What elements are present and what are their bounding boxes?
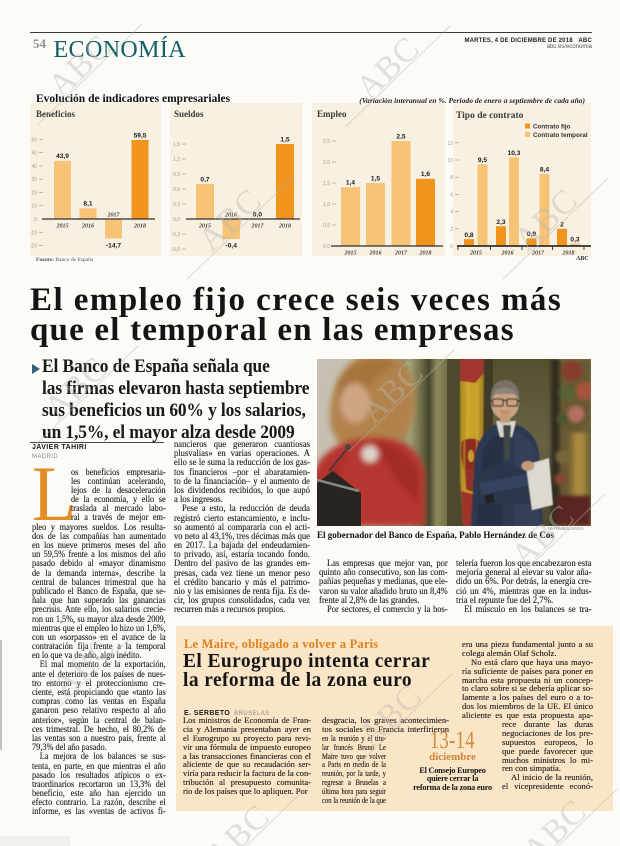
- svg-text:0,3: 0,3: [570, 237, 579, 244]
- svg-text:10: 10: [31, 204, 37, 210]
- svg-text:50: 50: [31, 151, 37, 157]
- svg-text:8: 8: [450, 175, 453, 181]
- svg-text:-14,7: -14,7: [106, 243, 121, 250]
- svg-text:8,1: 8,1: [83, 201, 92, 208]
- svg-text:0,6: 0,6: [173, 187, 180, 193]
- svg-text:Beneficios: Beneficios: [36, 109, 75, 119]
- svg-text:2015: 2015: [56, 224, 69, 230]
- svg-text:0,3: 0,3: [173, 202, 180, 208]
- svg-text:-0,6: -0,6: [171, 247, 180, 253]
- svg-text:2017: 2017: [251, 224, 265, 230]
- svg-text:2018: 2018: [419, 251, 432, 257]
- svg-text:2016: 2016: [224, 213, 237, 219]
- svg-text:0,5: 0,5: [323, 223, 330, 229]
- svg-text:2,3: 2,3: [496, 219, 505, 226]
- svg-text:0,0: 0,0: [323, 244, 330, 250]
- svg-text:0,7: 0,7: [200, 177, 209, 184]
- svg-text:0: 0: [450, 244, 453, 250]
- svg-text:2018: 2018: [278, 224, 291, 230]
- svg-text:1,0: 1,0: [323, 202, 330, 208]
- svg-text:12: 12: [447, 141, 453, 147]
- svg-text:4: 4: [450, 210, 453, 216]
- svg-text:9,5: 9,5: [478, 157, 487, 164]
- svg-text:Sueldos: Sueldos: [174, 109, 204, 119]
- svg-text:2,0: 2,0: [323, 160, 330, 166]
- svg-text:59,5: 59,5: [134, 133, 147, 140]
- svg-text:0,9: 0,9: [527, 231, 536, 238]
- svg-text:2017: 2017: [394, 251, 408, 257]
- svg-text:60: 60: [31, 137, 37, 143]
- svg-text:0,9: 0,9: [173, 172, 180, 178]
- svg-text:0,0: 0,0: [173, 217, 180, 223]
- svg-text:10,3: 10,3: [508, 150, 521, 157]
- svg-text:Tipo de contrato: Tipo de contrato: [456, 111, 524, 121]
- svg-text:2017: 2017: [107, 213, 121, 219]
- svg-text:10: 10: [447, 158, 453, 164]
- svg-text:2: 2: [450, 227, 453, 233]
- svg-text:1,2: 1,2: [173, 157, 180, 163]
- svg-text:2015: 2015: [469, 251, 482, 257]
- svg-text:0: 0: [34, 217, 37, 223]
- svg-text:2015: 2015: [344, 251, 357, 257]
- svg-text:0,8: 0,8: [464, 232, 473, 239]
- svg-text:-10: -10: [30, 230, 37, 236]
- svg-text:1,5: 1,5: [323, 181, 330, 187]
- svg-text:2016: 2016: [81, 224, 94, 230]
- svg-text:1,4: 1,4: [346, 180, 355, 187]
- svg-text:2: 2: [560, 222, 564, 229]
- svg-text:2018: 2018: [562, 251, 575, 257]
- svg-text:2015: 2015: [198, 224, 211, 230]
- svg-text:Empleo: Empleo: [317, 109, 347, 119]
- svg-text:2016: 2016: [369, 251, 382, 257]
- svg-text:30: 30: [31, 177, 37, 183]
- svg-text:1,5: 1,5: [371, 176, 380, 183]
- svg-text:Contrato temporal: Contrato temporal: [533, 132, 588, 139]
- svg-text:1,5: 1,5: [280, 137, 289, 144]
- svg-text:8,4: 8,4: [540, 167, 549, 174]
- svg-text:1,6: 1,6: [421, 171, 430, 178]
- svg-text:-0,3: -0,3: [171, 232, 180, 238]
- svg-text:6: 6: [450, 192, 453, 198]
- svg-text:2018: 2018: [133, 224, 146, 230]
- svg-text:2016: 2016: [501, 251, 514, 257]
- svg-text:40: 40: [31, 164, 37, 170]
- svg-text:0,0: 0,0: [253, 212, 262, 219]
- svg-text:-0,4: -0,4: [226, 243, 238, 250]
- svg-text:43,9: 43,9: [56, 153, 69, 160]
- svg-text:2,5: 2,5: [323, 139, 330, 145]
- svg-text:2,5: 2,5: [396, 134, 405, 141]
- svg-text:1,5: 1,5: [173, 142, 180, 148]
- svg-text:Contrato fijo: Contrato fijo: [533, 124, 571, 131]
- svg-text:20: 20: [31, 191, 37, 197]
- svg-text:2017: 2017: [531, 251, 545, 257]
- svg-text:-20: -20: [30, 244, 37, 250]
